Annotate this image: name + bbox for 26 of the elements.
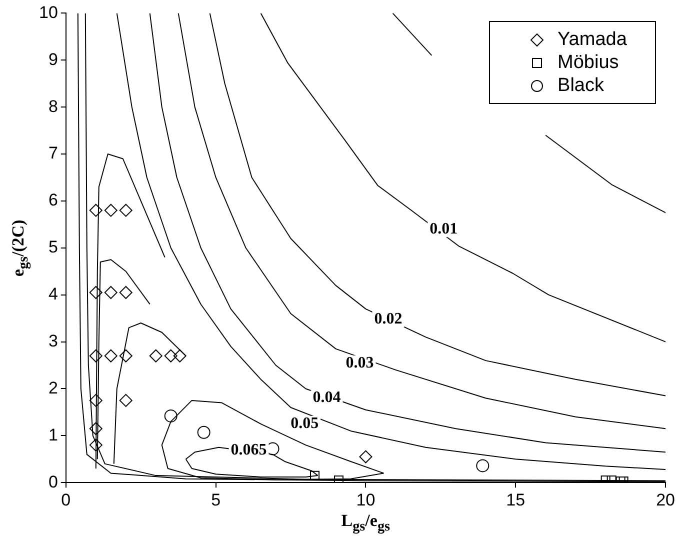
- x-tick-label: 10: [356, 490, 376, 510]
- annotation: 0.065: [230, 441, 267, 458]
- annotation: 0.03: [346, 354, 374, 372]
- y-tick-label: 5: [48, 238, 58, 257]
- y-tick-label: 0: [48, 472, 58, 492]
- x-tick-label: 0: [61, 490, 71, 510]
- y-tick-label: 4: [48, 284, 58, 304]
- y-tick-label: 10: [38, 2, 58, 22]
- x-axis-title: L$_{gs}$/e$_{gs}$: [341, 510, 390, 535]
- annotation: 0.04: [312, 389, 341, 406]
- y-tick-label: 6: [48, 190, 58, 210]
- annotation: 0.02: [374, 310, 402, 328]
- x-tick-label: 20: [656, 490, 676, 510]
- x-tick-label: 15: [506, 490, 526, 510]
- annotation: 0.05: [290, 415, 319, 432]
- y-tick-label: 3: [48, 331, 58, 350]
- legend-label: Yamada: [558, 28, 627, 51]
- x-tick-label: 5: [211, 490, 221, 510]
- legend-label: Black: [558, 74, 604, 97]
- annotation: 0.01: [430, 220, 458, 238]
- y-tick-label: 2: [48, 378, 58, 398]
- legend-label: Möbius: [558, 52, 619, 74]
- y-tick-label: 8: [48, 96, 58, 116]
- y-tick-label: 1: [48, 425, 58, 444]
- y-tick-label: 7: [48, 144, 58, 163]
- y-tick-label: 9: [48, 50, 58, 69]
